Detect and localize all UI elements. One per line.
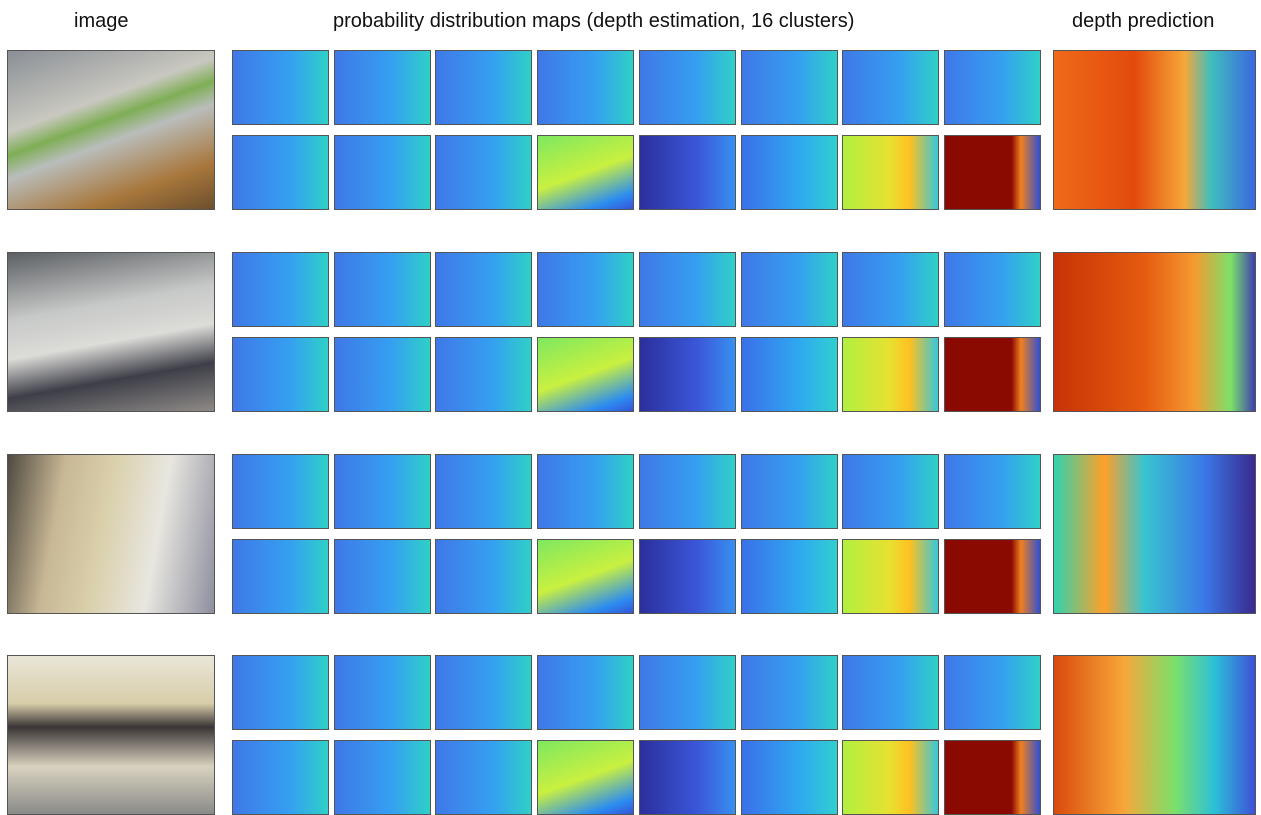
probability-map xyxy=(435,50,532,125)
probability-map xyxy=(435,454,532,529)
probability-map xyxy=(537,655,634,730)
probability-map xyxy=(639,337,736,412)
probability-map xyxy=(842,135,939,210)
probability-map xyxy=(944,337,1041,412)
probability-map xyxy=(944,135,1041,210)
figure: {"header": {"image": "image", "maps": "p… xyxy=(0,0,1261,812)
probability-map xyxy=(232,50,329,125)
probability-map xyxy=(232,740,329,815)
probability-map xyxy=(334,655,431,730)
probability-map xyxy=(741,337,838,412)
probability-map xyxy=(741,50,838,125)
depth-prediction xyxy=(1053,252,1256,412)
probability-map xyxy=(232,135,329,210)
probability-map xyxy=(639,454,736,529)
probability-map xyxy=(944,539,1041,614)
probability-map xyxy=(741,740,838,815)
probability-map xyxy=(232,539,329,614)
probability-map xyxy=(639,135,736,210)
probability-map xyxy=(944,740,1041,815)
input-image xyxy=(7,252,215,412)
probability-map xyxy=(334,539,431,614)
probability-map xyxy=(435,135,532,210)
probability-map xyxy=(334,252,431,327)
probability-map xyxy=(842,337,939,412)
probability-map xyxy=(639,655,736,730)
input-image xyxy=(7,454,215,614)
input-image xyxy=(7,655,215,815)
probability-map xyxy=(435,252,532,327)
column-header: depth prediction xyxy=(1072,10,1214,33)
probability-map xyxy=(537,740,634,815)
probability-map xyxy=(944,655,1041,730)
probability-map xyxy=(232,252,329,327)
probability-map xyxy=(537,252,634,327)
probability-map xyxy=(639,252,736,327)
probability-map xyxy=(537,50,634,125)
depth-prediction xyxy=(1053,655,1256,815)
probability-map xyxy=(537,539,634,614)
probability-map xyxy=(842,454,939,529)
probability-map xyxy=(435,740,532,815)
probability-map xyxy=(741,539,838,614)
probability-map xyxy=(435,655,532,730)
column-header: probability distribution maps (depth est… xyxy=(333,10,854,33)
probability-map xyxy=(537,337,634,412)
probability-map xyxy=(842,655,939,730)
column-header: image xyxy=(74,10,128,33)
probability-map xyxy=(232,337,329,412)
probability-map xyxy=(435,337,532,412)
probability-map xyxy=(741,454,838,529)
probability-map xyxy=(334,337,431,412)
probability-map xyxy=(435,539,532,614)
depth-prediction xyxy=(1053,50,1256,210)
probability-map xyxy=(842,252,939,327)
probability-map xyxy=(232,454,329,529)
probability-map xyxy=(741,135,838,210)
probability-map xyxy=(537,454,634,529)
probability-map xyxy=(842,50,939,125)
probability-map xyxy=(334,740,431,815)
probability-map xyxy=(741,655,838,730)
depth-prediction xyxy=(1053,454,1256,614)
probability-map xyxy=(334,454,431,529)
probability-map xyxy=(842,740,939,815)
probability-map xyxy=(639,740,736,815)
probability-map xyxy=(639,50,736,125)
probability-map xyxy=(944,50,1041,125)
probability-map xyxy=(334,135,431,210)
probability-map xyxy=(537,135,634,210)
probability-map xyxy=(334,50,431,125)
probability-map xyxy=(944,454,1041,529)
probability-map xyxy=(842,539,939,614)
probability-map xyxy=(741,252,838,327)
probability-map xyxy=(639,539,736,614)
input-image xyxy=(7,50,215,210)
probability-map xyxy=(944,252,1041,327)
probability-map xyxy=(232,655,329,730)
